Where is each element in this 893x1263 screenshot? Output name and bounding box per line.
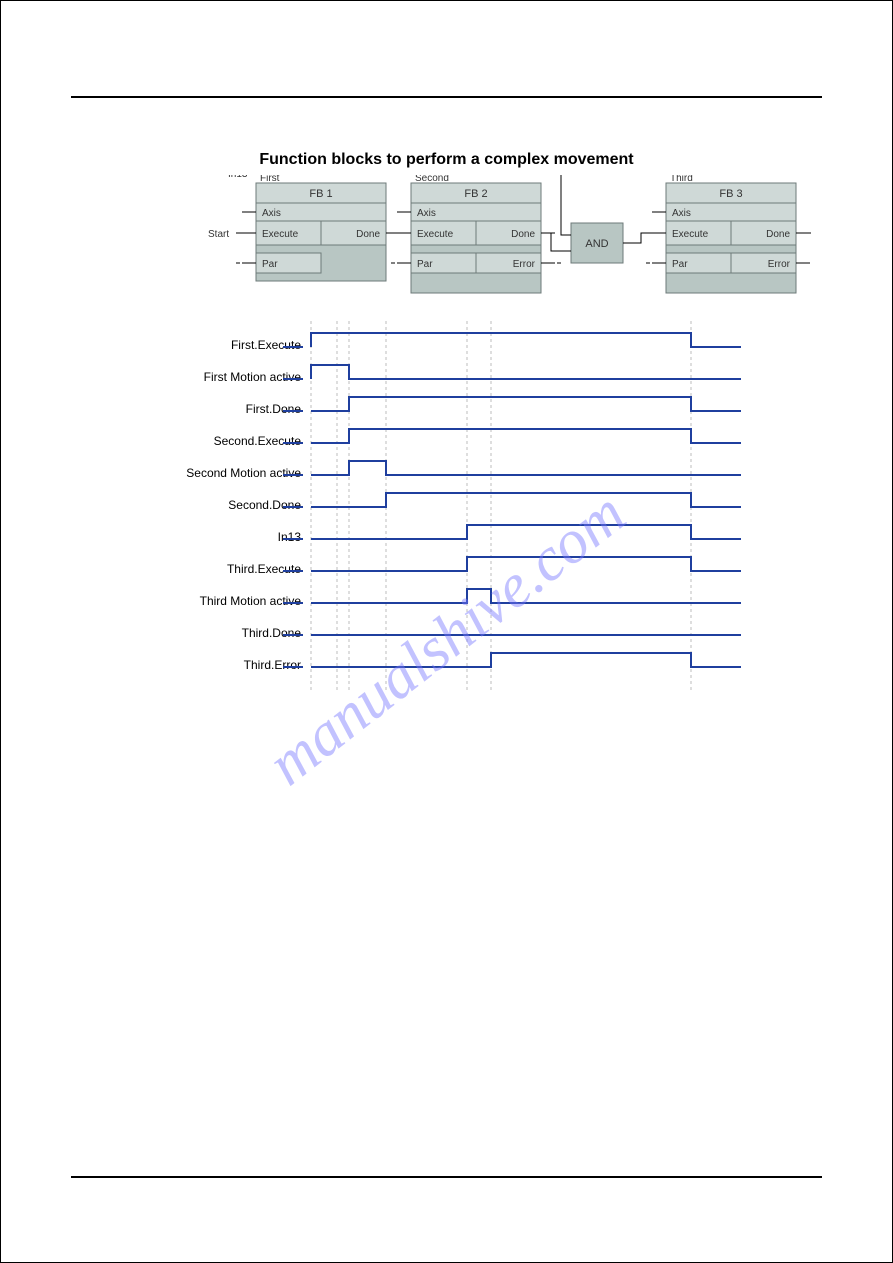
timing-signal-label: Second.Done [228, 498, 301, 512]
timing-signal-trace [311, 429, 741, 443]
fb-axis-label: Axis [672, 208, 691, 219]
fb-execute-label: Execute [262, 229, 299, 240]
timing-signal-trace [311, 589, 741, 603]
timing-signal-label: First Motion active [204, 370, 302, 384]
fb-par-label: Par [672, 259, 688, 270]
timing-signal-trace [311, 557, 741, 571]
timing-signal-trace [311, 365, 741, 379]
fb-title: FB 1 [309, 188, 332, 200]
fb-axis-label: Axis [262, 208, 281, 219]
timing-signal-label: Third.Execute [227, 562, 301, 576]
in13-label: In13 [228, 175, 248, 180]
diagram-canvas: FirstFB 1AxisExecuteDoneParSecondFB 2Axi… [171, 175, 811, 720]
timing-signal-label: Second Motion active [186, 466, 301, 480]
fb-axis-label: Axis [417, 208, 436, 219]
fb-execute-label: Execute [417, 229, 454, 240]
fb-title: FB 3 [719, 188, 742, 200]
fb-title: FB 2 [464, 188, 487, 200]
fb-error-label: Error [513, 259, 536, 270]
timing-signal-trace [311, 333, 741, 347]
timing-signal-label: In13 [278, 530, 302, 544]
horizontal-rule-top [71, 96, 822, 98]
wire-second-and [541, 233, 571, 251]
timing-signal-label: Third Motion active [200, 594, 302, 608]
fb-par-label: Par [417, 259, 433, 270]
timing-signal-label: Third.Error [244, 658, 301, 672]
timing-signal-trace [311, 397, 741, 411]
fb-done-label: Done [766, 229, 790, 240]
diagram-svg: FirstFB 1AxisExecuteDoneParSecondFB 2Axi… [171, 175, 811, 715]
horizontal-rule-bottom [71, 1176, 822, 1178]
fb-done-label: Done [511, 229, 535, 240]
fb-error-label: Error [768, 259, 791, 270]
and-gate-label: AND [585, 238, 608, 250]
fb-done-label: Done [356, 229, 380, 240]
wire-and-third [623, 233, 666, 243]
fb-execute-label: Execute [672, 229, 709, 240]
timing-signal-trace [311, 653, 741, 667]
timing-signal-label: Second.Execute [214, 434, 302, 448]
fb-par-label: Par [262, 259, 278, 270]
timing-signal-label: Third.Done [242, 626, 302, 640]
timing-signal-trace [311, 525, 741, 539]
timing-signal-label: First.Execute [231, 338, 301, 352]
page: Function blocks to perform a complex mov… [0, 0, 893, 1263]
timing-signal-trace [311, 493, 741, 507]
diagram-title: Function blocks to perform a complex mov… [1, 151, 892, 169]
start-label: Start [208, 229, 229, 240]
timing-signal-label: First.Done [246, 402, 302, 416]
timing-signal-trace [311, 461, 741, 475]
